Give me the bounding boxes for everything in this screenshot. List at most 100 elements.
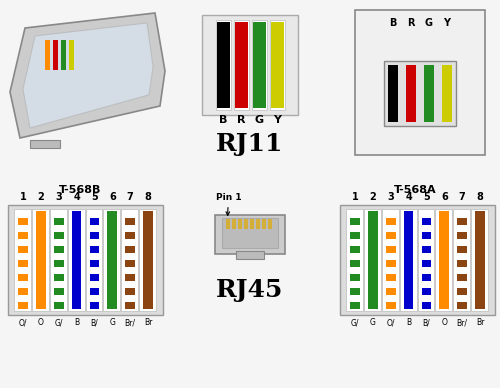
Bar xyxy=(202,15,298,115)
Bar xyxy=(69,40,74,70)
Bar xyxy=(121,209,138,311)
Bar xyxy=(90,267,100,274)
Bar xyxy=(384,61,456,126)
Polygon shape xyxy=(10,13,165,138)
Bar xyxy=(404,211,413,309)
Bar xyxy=(18,267,28,274)
Bar xyxy=(18,239,28,246)
Bar xyxy=(386,281,396,288)
Bar xyxy=(422,239,432,246)
Text: G/: G/ xyxy=(350,318,359,327)
Text: T-568B: T-568B xyxy=(59,185,101,195)
Bar xyxy=(386,295,396,302)
Bar xyxy=(471,209,488,311)
Text: 7: 7 xyxy=(459,192,466,202)
Bar xyxy=(216,20,230,110)
Text: G: G xyxy=(370,318,376,327)
Text: 8: 8 xyxy=(144,192,152,202)
Bar xyxy=(386,253,396,260)
Bar xyxy=(126,267,135,274)
Bar xyxy=(453,209,470,311)
Bar xyxy=(424,65,434,122)
Text: 6: 6 xyxy=(109,192,116,202)
Bar xyxy=(270,22,283,108)
Bar xyxy=(386,211,396,309)
Text: T-568A: T-568A xyxy=(394,185,436,195)
Bar xyxy=(270,20,284,110)
Bar xyxy=(45,40,50,70)
Text: 3: 3 xyxy=(388,192,394,202)
Text: G: G xyxy=(110,318,115,327)
Bar xyxy=(126,211,135,309)
Bar xyxy=(386,211,396,218)
Bar xyxy=(458,281,467,288)
Bar xyxy=(422,211,432,309)
Bar xyxy=(126,253,135,260)
Bar xyxy=(475,211,485,309)
Bar xyxy=(54,295,64,302)
Bar xyxy=(442,65,452,122)
Bar xyxy=(340,205,495,315)
Bar xyxy=(440,211,449,309)
Bar xyxy=(14,209,31,311)
Bar xyxy=(36,211,46,309)
Bar xyxy=(18,225,28,232)
Bar xyxy=(90,281,100,288)
Text: O: O xyxy=(38,318,44,327)
Bar xyxy=(86,209,102,311)
Bar xyxy=(68,209,84,311)
Bar xyxy=(50,209,66,311)
Bar xyxy=(143,211,153,309)
Bar xyxy=(350,211,360,218)
Bar xyxy=(234,20,248,110)
Bar xyxy=(350,267,360,274)
Bar xyxy=(382,209,398,311)
Bar xyxy=(90,211,100,309)
Text: O: O xyxy=(442,318,448,327)
Bar xyxy=(252,22,266,108)
Bar xyxy=(364,209,381,311)
Text: Br: Br xyxy=(144,318,152,327)
Text: O/: O/ xyxy=(386,318,395,327)
Bar xyxy=(90,225,100,232)
Text: 8: 8 xyxy=(476,192,484,202)
Bar xyxy=(108,211,117,309)
Text: 7: 7 xyxy=(127,192,134,202)
Text: 2: 2 xyxy=(370,192,376,202)
Text: 5: 5 xyxy=(423,192,430,202)
Text: B: B xyxy=(390,18,397,28)
Text: Y: Y xyxy=(273,115,281,125)
Text: B: B xyxy=(74,318,79,327)
Bar xyxy=(262,219,266,229)
Bar xyxy=(388,65,398,122)
Bar xyxy=(215,215,285,253)
Bar xyxy=(458,239,467,246)
Bar xyxy=(126,281,135,288)
Text: Pin 1: Pin 1 xyxy=(216,193,241,215)
Bar xyxy=(104,209,120,311)
Bar xyxy=(90,253,100,260)
Bar xyxy=(422,253,432,260)
Bar xyxy=(54,267,64,274)
Text: O/: O/ xyxy=(18,318,27,327)
Text: Br/: Br/ xyxy=(456,318,468,327)
Bar xyxy=(126,211,135,218)
Bar xyxy=(226,219,230,229)
Bar xyxy=(400,209,416,311)
Bar xyxy=(350,239,360,246)
Bar xyxy=(458,211,467,309)
Bar xyxy=(8,205,163,315)
Bar xyxy=(422,267,432,274)
Bar xyxy=(458,253,467,260)
Bar xyxy=(386,225,396,232)
Bar xyxy=(406,65,416,122)
Bar xyxy=(422,295,432,302)
Text: 4: 4 xyxy=(405,192,412,202)
Bar xyxy=(54,281,64,288)
Bar xyxy=(458,295,467,302)
Text: B/: B/ xyxy=(422,318,430,327)
Bar xyxy=(422,281,432,288)
Bar xyxy=(72,211,82,309)
Bar xyxy=(61,40,66,70)
Bar xyxy=(232,219,235,229)
